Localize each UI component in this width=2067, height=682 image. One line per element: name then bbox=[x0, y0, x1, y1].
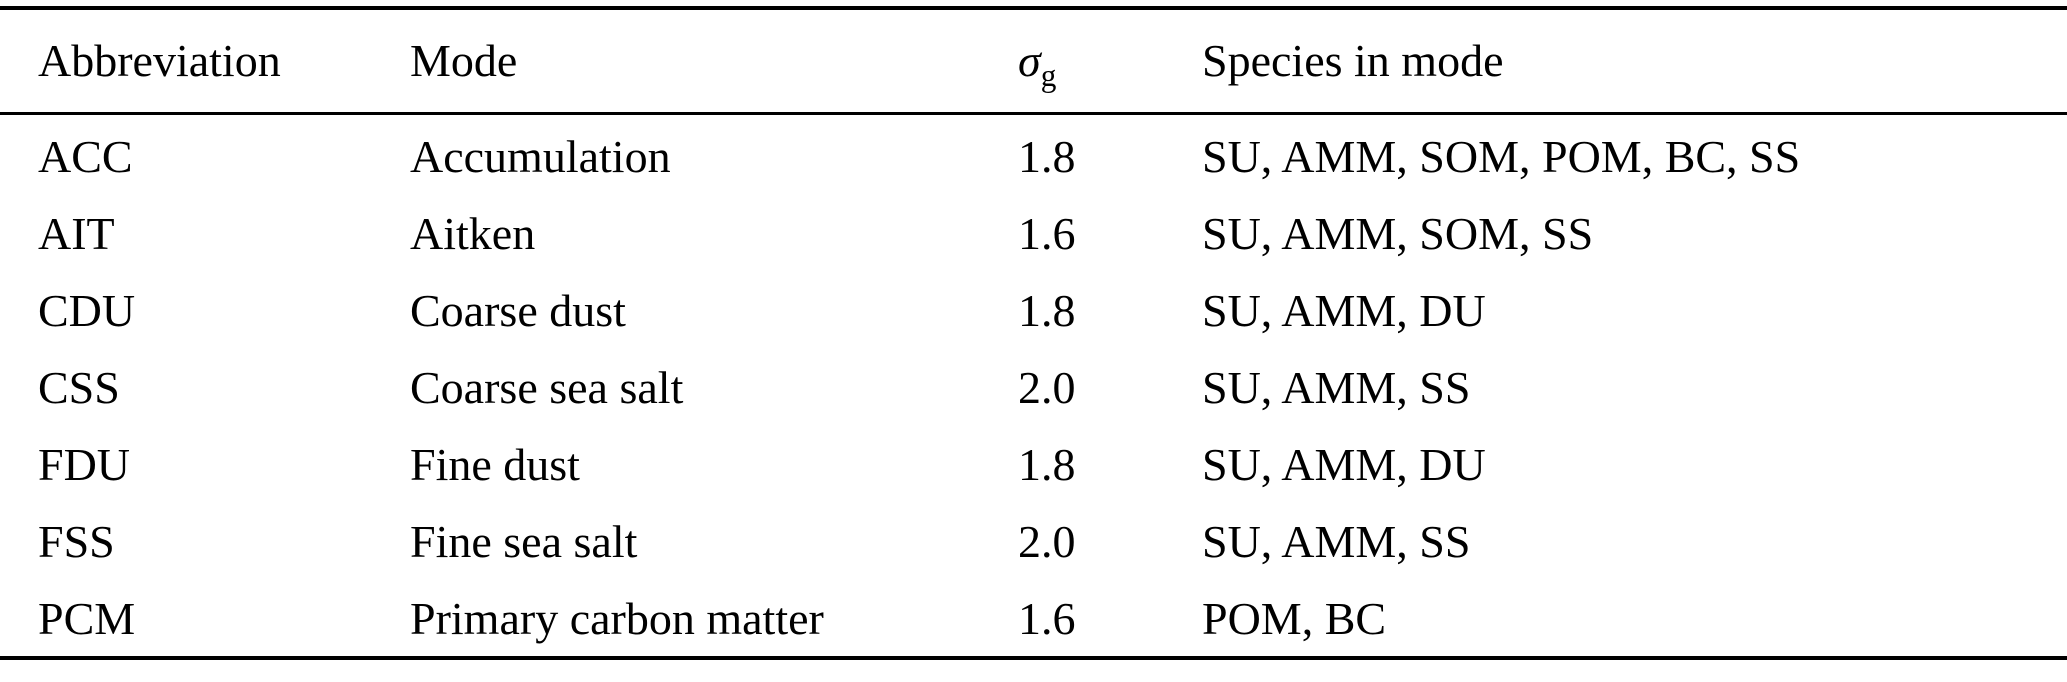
cell-mode: Accumulation bbox=[410, 130, 671, 182]
cell-sigma-g: 1.8 bbox=[1018, 438, 1076, 490]
table-row: FSS Fine sea salt 2.0 SU, AMM, SS bbox=[0, 503, 2067, 580]
table-row: AIT Aitken 1.6 SU, AMM, SOM, SS bbox=[0, 195, 2067, 272]
cell-sigma-g: 2.0 bbox=[1018, 515, 1076, 567]
cell-abbreviation: ACC bbox=[38, 130, 133, 182]
table-mid-rule bbox=[0, 112, 2067, 115]
cell-species: SU, AMM, SOM, SS bbox=[1202, 207, 1594, 259]
cell-species: POM, BC bbox=[1202, 592, 1387, 644]
cell-abbreviation: AIT bbox=[38, 207, 115, 259]
table-bottom-rule bbox=[0, 656, 2067, 660]
header-sigma-g: σg bbox=[1018, 35, 1202, 92]
table-row: CDU Coarse dust 1.8 SU, AMM, DU bbox=[0, 272, 2067, 349]
table-row: FDU Fine dust 1.8 SU, AMM, DU bbox=[0, 426, 2067, 503]
sigma-symbol: σ bbox=[1018, 35, 1041, 86]
cell-sigma-g: 1.8 bbox=[1018, 130, 1076, 182]
cell-species: SU, AMM, DU bbox=[1202, 284, 1486, 336]
cell-species: SU, AMM, DU bbox=[1202, 438, 1486, 490]
cell-mode: Aitken bbox=[410, 207, 536, 259]
cell-mode: Coarse sea salt bbox=[410, 361, 684, 413]
cell-species: SU, AMM, SS bbox=[1202, 515, 1471, 567]
sigma-subscript-g: g bbox=[1040, 58, 1057, 94]
table-header-row: Abbreviation Mode σg Species in mode bbox=[0, 10, 2067, 112]
table-body: ACC Accumulation 1.8 SU, AMM, SOM, POM, … bbox=[0, 118, 2067, 657]
cell-abbreviation: FDU bbox=[38, 438, 131, 490]
cell-abbreviation: CDU bbox=[38, 284, 136, 336]
cell-sigma-g: 2.0 bbox=[1018, 361, 1076, 413]
header-abbreviation: Abbreviation bbox=[38, 35, 281, 86]
cell-species: SU, AMM, SS bbox=[1202, 361, 1471, 413]
header-mode: Mode bbox=[410, 35, 518, 86]
cell-abbreviation: FSS bbox=[38, 515, 115, 567]
header-species-in-mode: Species in mode bbox=[1202, 35, 1504, 86]
cell-mode: Fine sea salt bbox=[410, 515, 638, 567]
table-row: ACC Accumulation 1.8 SU, AMM, SOM, POM, … bbox=[0, 118, 2067, 195]
table-top-rule bbox=[0, 6, 2067, 10]
cell-sigma-g: 1.8 bbox=[1018, 284, 1076, 336]
cell-species: SU, AMM, SOM, POM, BC, SS bbox=[1202, 130, 1801, 182]
cell-mode: Primary carbon matter bbox=[410, 592, 824, 644]
cell-mode: Coarse dust bbox=[410, 284, 626, 336]
cell-sigma-g: 1.6 bbox=[1018, 592, 1076, 644]
table-row: PCM Primary carbon matter 1.6 POM, BC bbox=[0, 580, 2067, 657]
cell-sigma-g: 1.6 bbox=[1018, 207, 1076, 259]
table-row: CSS Coarse sea salt 2.0 SU, AMM, SS bbox=[0, 349, 2067, 426]
cell-mode: Fine dust bbox=[410, 438, 580, 490]
cell-abbreviation: CSS bbox=[38, 361, 120, 413]
cell-abbreviation: PCM bbox=[38, 592, 136, 644]
